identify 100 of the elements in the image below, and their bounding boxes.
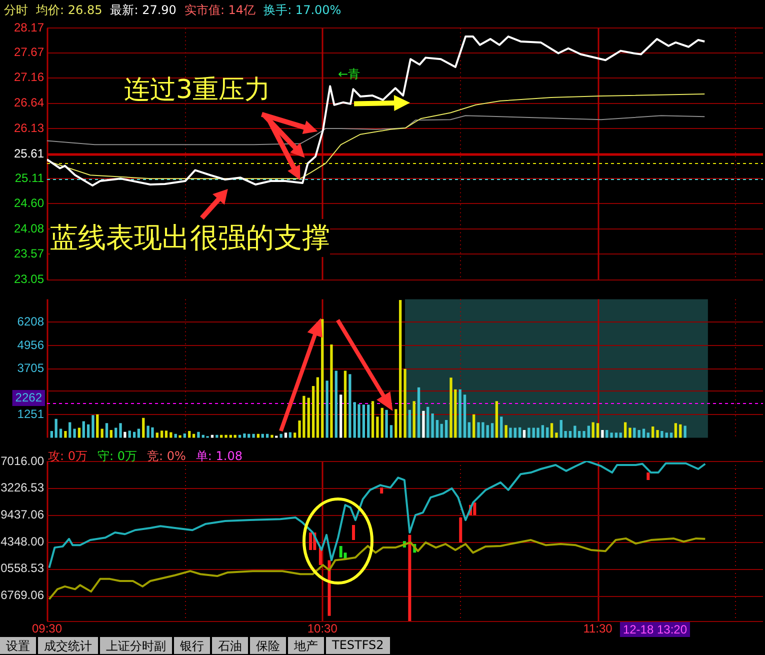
bar <box>495 401 498 438</box>
bar <box>574 426 576 438</box>
bar <box>348 374 352 438</box>
bar <box>105 423 108 438</box>
bar <box>536 428 540 438</box>
x-tick-label: 09:30 <box>32 621 62 636</box>
bar <box>417 387 420 438</box>
bar <box>316 377 320 438</box>
bar <box>160 430 164 438</box>
bar <box>614 432 618 438</box>
text: 2262 <box>15 390 42 404</box>
text: 成交统计 <box>38 637 98 654</box>
text: TESTFS2 <box>326 637 390 654</box>
text: 换手: 17.00% <box>264 2 342 19</box>
bar <box>541 425 544 438</box>
bar <box>670 432 673 438</box>
bar <box>96 414 99 438</box>
bar <box>371 401 374 438</box>
bar <box>444 420 448 438</box>
bar <box>252 434 255 438</box>
bar <box>110 430 112 438</box>
bar <box>164 430 168 438</box>
bar <box>224 434 228 438</box>
bar <box>656 430 659 438</box>
bar <box>340 394 342 438</box>
bar <box>344 370 347 438</box>
bar <box>646 432 650 438</box>
bar <box>665 432 668 438</box>
bar <box>619 432 622 438</box>
bar <box>64 430 67 438</box>
bar <box>522 430 526 438</box>
bar <box>398 300 402 438</box>
bar <box>284 432 288 438</box>
bar <box>321 319 324 438</box>
bar <box>404 368 406 438</box>
bar <box>137 428 140 438</box>
y-tick-label: 6208 <box>17 314 44 328</box>
bar <box>92 415 94 438</box>
bar <box>624 422 627 438</box>
bar <box>170 432 172 438</box>
annotation: ←青 <box>338 67 360 82</box>
annotation: 竞: 0% <box>147 448 186 465</box>
bar <box>312 386 315 438</box>
bar <box>684 426 686 438</box>
bar <box>679 424 682 438</box>
bar <box>674 423 678 438</box>
bar <box>550 423 554 438</box>
text: 地产 <box>288 637 324 654</box>
bar <box>334 370 338 438</box>
bar <box>606 430 608 438</box>
bar <box>592 422 594 438</box>
bar <box>518 427 522 438</box>
bar <box>582 430 586 438</box>
y-tick-label: 24.08 <box>14 222 44 236</box>
y-tick-label: 23.05 <box>14 272 44 286</box>
bar <box>486 425 489 438</box>
bar <box>330 344 333 438</box>
text: 分时 <box>4 2 28 19</box>
bar <box>412 401 416 438</box>
bar <box>472 414 476 438</box>
annotation: 连过3重压力 <box>124 74 271 107</box>
text: 保险 <box>250 637 286 654</box>
bar <box>270 434 274 438</box>
y-tick-label: 1251 <box>17 406 44 421</box>
bar <box>128 430 131 438</box>
x-tick-label: 10:30 <box>307 621 338 636</box>
bar <box>422 410 425 438</box>
y-tick-label: 24.60 <box>14 196 44 210</box>
bar <box>610 432 613 438</box>
bar <box>500 416 503 438</box>
bar <box>509 428 512 438</box>
bar <box>294 432 296 438</box>
bar <box>307 398 310 438</box>
bar <box>376 416 379 438</box>
bar <box>440 424 443 438</box>
text: 4348.00 <box>0 534 44 548</box>
bar <box>652 426 654 438</box>
bar <box>450 378 452 438</box>
x-tick-label: 11:30 <box>583 621 613 636</box>
bar <box>490 423 494 438</box>
text: 12-18 13:20 <box>622 622 688 636</box>
bar <box>73 428 76 438</box>
y-tick-label: 26.64 <box>14 96 44 110</box>
bar <box>156 432 158 438</box>
bar <box>596 423 600 438</box>
text: 石油 <box>212 637 248 654</box>
text: 均价: 26.85 <box>36 2 102 19</box>
bar <box>642 428 646 438</box>
bar <box>59 428 62 438</box>
y-tick-label: 4956 <box>17 338 44 352</box>
bar <box>628 428 632 438</box>
text: 3226.53 <box>0 480 44 495</box>
bar <box>142 418 145 438</box>
bar <box>408 410 412 438</box>
bar <box>385 410 388 438</box>
bar <box>197 432 200 438</box>
bar <box>394 409 398 438</box>
annotation: 单: 1.08 <box>196 448 242 465</box>
text: 7016.00 <box>0 454 44 468</box>
bar <box>555 432 558 438</box>
